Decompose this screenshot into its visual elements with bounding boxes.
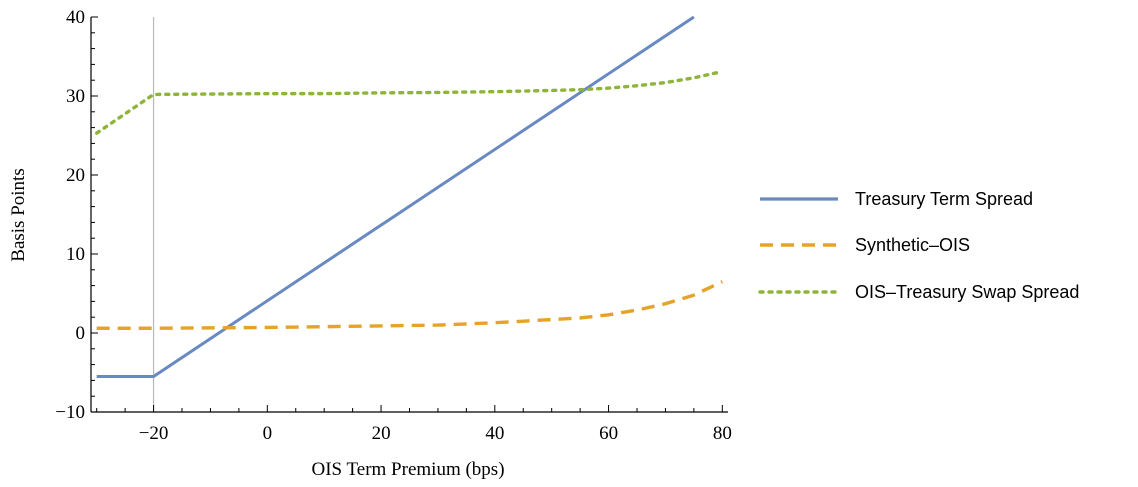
- y-axis-title: Basis Points: [8, 168, 29, 261]
- x-axis-title: OIS Term Premium (bps): [311, 459, 504, 480]
- x-tick-label: 20: [372, 423, 391, 444]
- y-tick-label: 10: [66, 244, 85, 265]
- y-tick-label: −10: [55, 402, 85, 423]
- legend-label-2: Synthetic–OIS: [855, 235, 970, 255]
- y-tick-label: 30: [66, 86, 85, 107]
- x-tick-label: 80: [713, 423, 732, 444]
- series-layer: [94, 16, 725, 378]
- legend: Treasury Term Spread Synthetic–OIS OIS–Tre…: [758, 189, 1079, 302]
- x-tick-label: −20: [139, 423, 169, 444]
- series-line-3: [94, 69, 725, 135]
- y-tick-label: 40: [66, 7, 85, 28]
- x-tick-label: 0: [263, 423, 273, 444]
- x-tick-label: 60: [599, 423, 618, 444]
- y-tick-label: 0: [76, 323, 86, 344]
- axes-layer: −10 0 10 20 30 40 −20 0 20 40 60 80: [55, 7, 732, 444]
- series-line-2: [96, 280, 724, 330]
- legend-label-1: Treasury Term Spread: [855, 189, 1033, 209]
- legend-label-3: OIS–Treasury Swap Spread: [855, 282, 1079, 302]
- x-tick-label: 40: [485, 423, 504, 444]
- y-tick-label: 20: [66, 165, 85, 186]
- series-line-1: [96, 16, 695, 378]
